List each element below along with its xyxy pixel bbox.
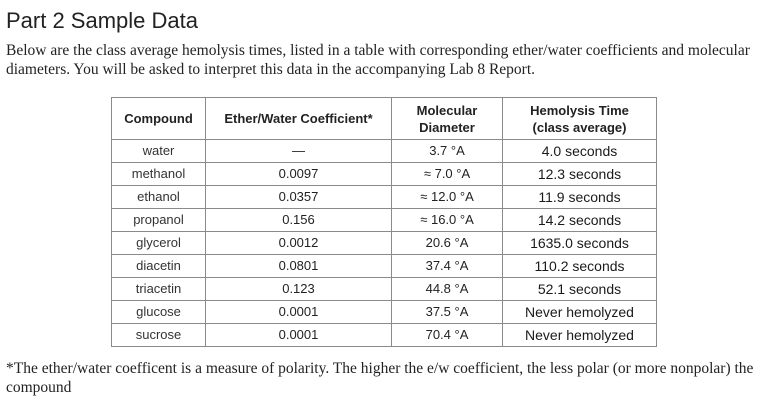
table-row: triacetin 0.123 44.8 °A 52.1 seconds xyxy=(111,277,657,301)
cell-compound: water xyxy=(111,139,206,163)
table-row: methanol 0.0097 ≈ 7.0 °A 12.3 seconds xyxy=(111,162,657,186)
cell-hemolysis-time: 4.0 seconds xyxy=(502,139,657,163)
cell-hemolysis-time: Never hemolyzed xyxy=(502,323,657,347)
table-row: propanol 0.156 ≈ 16.0 °A 14.2 seconds xyxy=(111,208,657,232)
table-row: diacetin 0.0801 37.4 °A 110.2 seconds xyxy=(111,254,657,278)
cell-hemolysis-time: Never hemolyzed xyxy=(502,300,657,324)
header-time-line1: Hemolysis Time xyxy=(530,102,629,118)
header-ether-water-coefficient: Ether/Water Coefficient* xyxy=(205,97,392,140)
table-row: glucose 0.0001 37.5 °A Never hemolyzed xyxy=(111,300,657,324)
cell-hemolysis-time: 12.3 seconds xyxy=(502,162,657,186)
cell-compound: diacetin xyxy=(111,254,206,278)
header-hemolysis-time: Hemolysis Time (class average) xyxy=(502,97,657,140)
header-diameter-line2: Diameter xyxy=(419,119,475,135)
intro-paragraph: Below are the class average hemolysis ti… xyxy=(6,42,750,78)
table-row: water — 3.7 °A 4.0 seconds xyxy=(111,139,657,163)
cell-coefficient: — xyxy=(205,139,392,163)
cell-coefficient: 0.0001 xyxy=(205,300,392,324)
cell-compound: propanol xyxy=(111,208,206,232)
cell-diameter: 70.4 °A xyxy=(391,323,503,347)
page-heading: Part 2 Sample Data xyxy=(6,8,198,33)
cell-coefficient: 0.0097 xyxy=(205,162,392,186)
table-row: ethanol 0.0357 ≈ 12.0 °A 11.9 seconds xyxy=(111,185,657,209)
header-molecular-diameter: Molecular Diameter xyxy=(391,97,503,140)
cell-coefficient: 0.123 xyxy=(205,277,392,301)
cell-coefficient: 0.156 xyxy=(205,208,392,232)
cell-diameter: 37.5 °A xyxy=(391,300,503,324)
cell-compound: glycerol xyxy=(111,231,206,255)
header-diameter-line1: Molecular xyxy=(416,102,478,118)
cell-compound: ethanol xyxy=(111,185,206,209)
cell-hemolysis-time: 52.1 seconds xyxy=(502,277,657,301)
cell-compound: methanol xyxy=(111,162,206,186)
table-row: sucrose 0.0001 70.4 °A Never hemolyzed xyxy=(111,323,657,347)
cell-hemolysis-time: 14.2 seconds xyxy=(502,208,657,232)
table-header-row: Compound Ether/Water Coefficient* Molecu… xyxy=(111,97,657,140)
cell-coefficient: 0.0012 xyxy=(205,231,392,255)
hemolysis-data-table: Compound Ether/Water Coefficient* Molecu… xyxy=(111,97,657,347)
cell-hemolysis-time: 110.2 seconds xyxy=(502,254,657,278)
cell-coefficient: 0.0357 xyxy=(205,185,392,209)
cell-hemolysis-time: 11.9 seconds xyxy=(502,185,657,209)
cell-diameter: 37.4 °A xyxy=(391,254,503,278)
cell-coefficient: 0.0001 xyxy=(205,323,392,347)
cell-compound: sucrose xyxy=(111,323,206,347)
cell-diameter: 44.8 °A xyxy=(391,277,503,301)
cell-diameter: ≈ 12.0 °A xyxy=(391,185,503,209)
cell-compound: triacetin xyxy=(111,277,206,301)
cell-hemolysis-time: 1635.0 seconds xyxy=(502,231,657,255)
cell-diameter: ≈ 7.0 °A xyxy=(391,162,503,186)
cell-compound: glucose xyxy=(111,300,206,324)
cell-diameter: 20.6 °A xyxy=(391,231,503,255)
cell-diameter: ≈ 16.0 °A xyxy=(391,208,503,232)
table-row: glycerol 0.0012 20.6 °A 1635.0 seconds xyxy=(111,231,657,255)
header-compound: Compound xyxy=(111,97,206,140)
header-time-line2: (class average) xyxy=(532,119,627,135)
cell-coefficient: 0.0801 xyxy=(205,254,392,278)
footnote: *The ether/water coefficent is a measure… xyxy=(6,360,754,396)
cell-diameter: 3.7 °A xyxy=(391,139,503,163)
